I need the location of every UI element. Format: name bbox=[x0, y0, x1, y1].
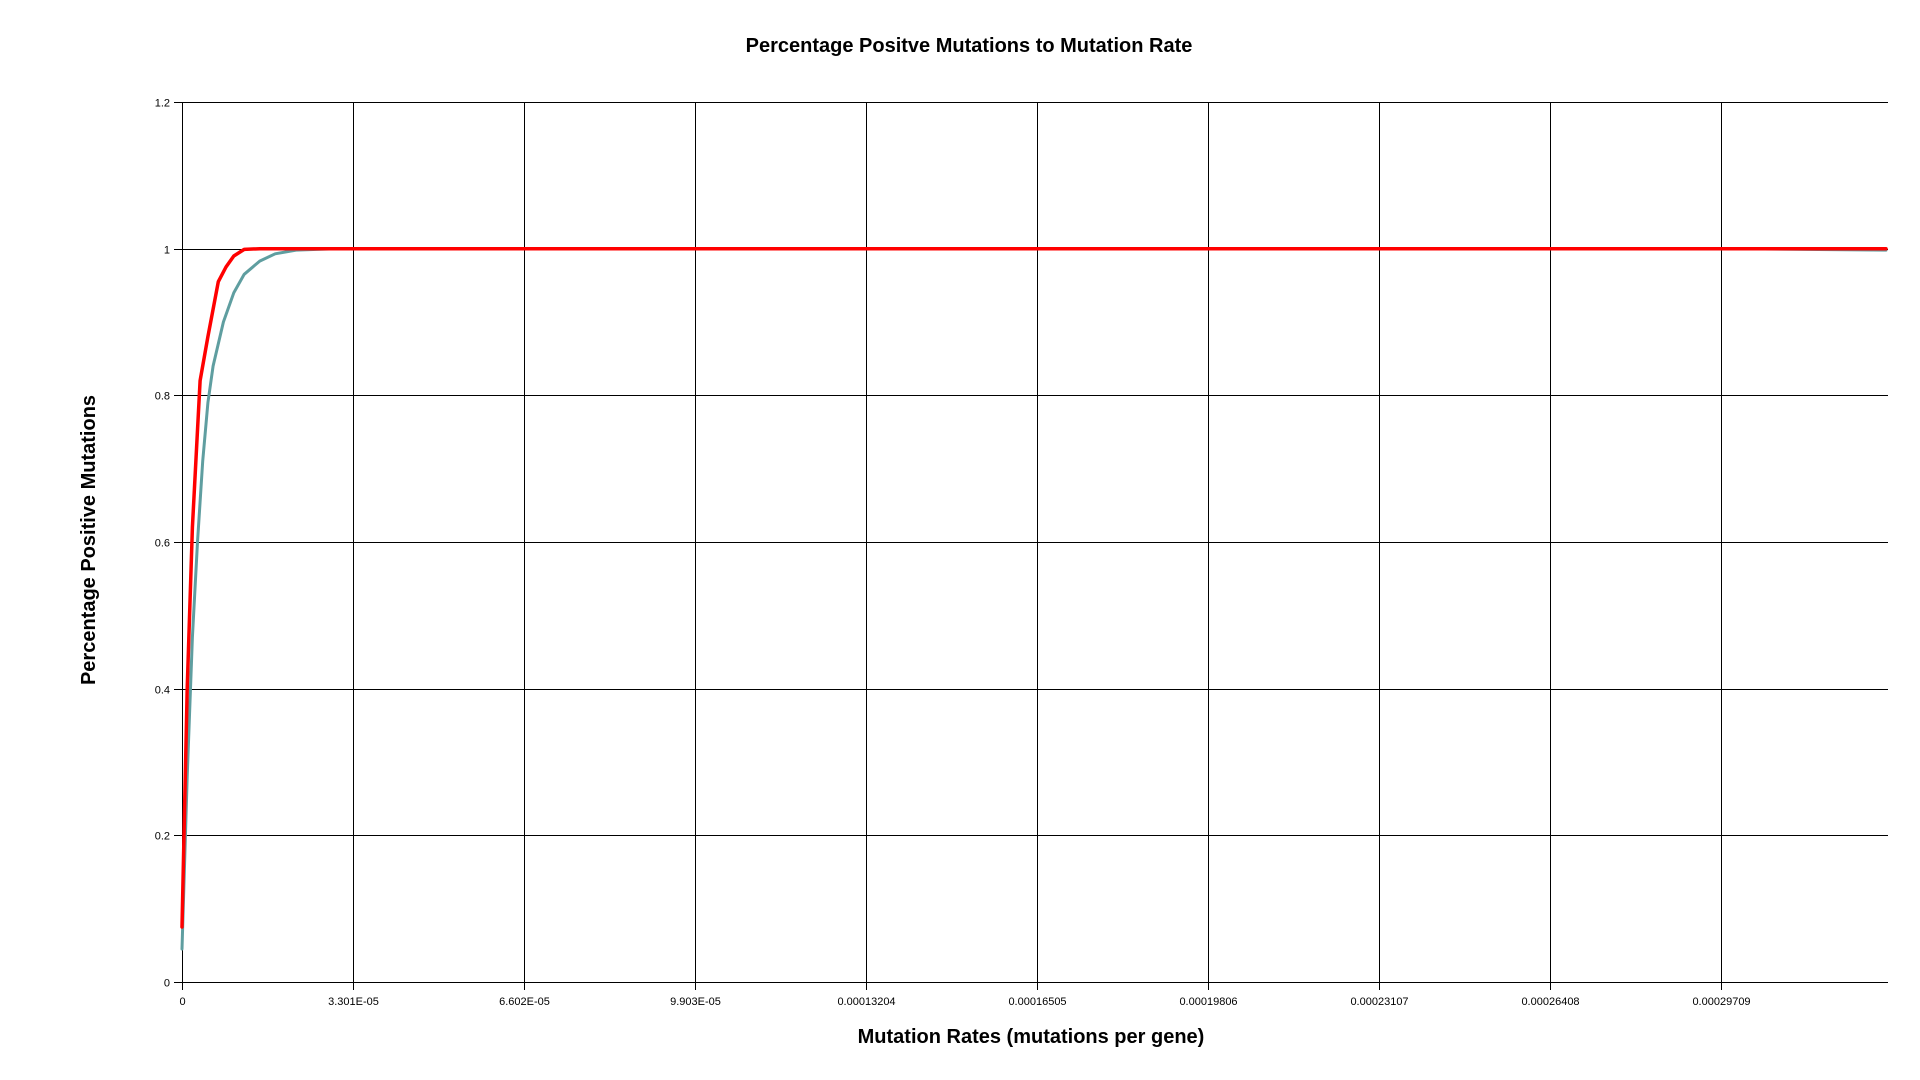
series-lines bbox=[180, 246, 1888, 951]
x-tick-label: 3.301E-05 bbox=[328, 996, 379, 1008]
grid bbox=[174, 102, 1888, 990]
y-tick-label: 0 bbox=[164, 978, 170, 990]
x-tick-label: 0.00019806 bbox=[1179, 996, 1237, 1008]
x-tick-label: 0.00026408 bbox=[1521, 996, 1579, 1008]
y-tick-label: 0.8 bbox=[155, 391, 170, 403]
x-tick-label: 0.00013204 bbox=[837, 996, 895, 1008]
x-tick-label: 0.00029709 bbox=[1692, 996, 1750, 1008]
y-axis-label: Percentage Positive Mutations bbox=[78, 395, 100, 685]
x-tick-label: 0.00016505 bbox=[1008, 996, 1066, 1008]
x-tick-label: 0.00023107 bbox=[1350, 996, 1408, 1008]
y-tick-label: 0.6 bbox=[155, 538, 170, 550]
tick-labels: 0 0.2 0.4 0.6 0.8 1 1.2 0 3.301E-05 6.602E-05 9.90… bbox=[155, 98, 1751, 1009]
x-tick-label: 0 bbox=[179, 996, 185, 1008]
y-tick-label: 1.2 bbox=[155, 98, 170, 110]
y-tick-label: 0.4 bbox=[155, 685, 170, 697]
y-tick-label: 1 bbox=[164, 245, 170, 257]
x-tick-label: 6.602E-05 bbox=[499, 996, 550, 1008]
series-line-teal bbox=[180, 247, 1888, 951]
series-line-red bbox=[180, 246, 1888, 929]
x-axis-label: Mutation Rates (mutations per gene) bbox=[858, 1026, 1205, 1048]
x-tick-label: 9.903E-05 bbox=[670, 996, 721, 1008]
chart-title: Percentage Positve Mutations to Mutation… bbox=[746, 35, 1193, 57]
y-tick-label: 0.2 bbox=[155, 831, 170, 843]
